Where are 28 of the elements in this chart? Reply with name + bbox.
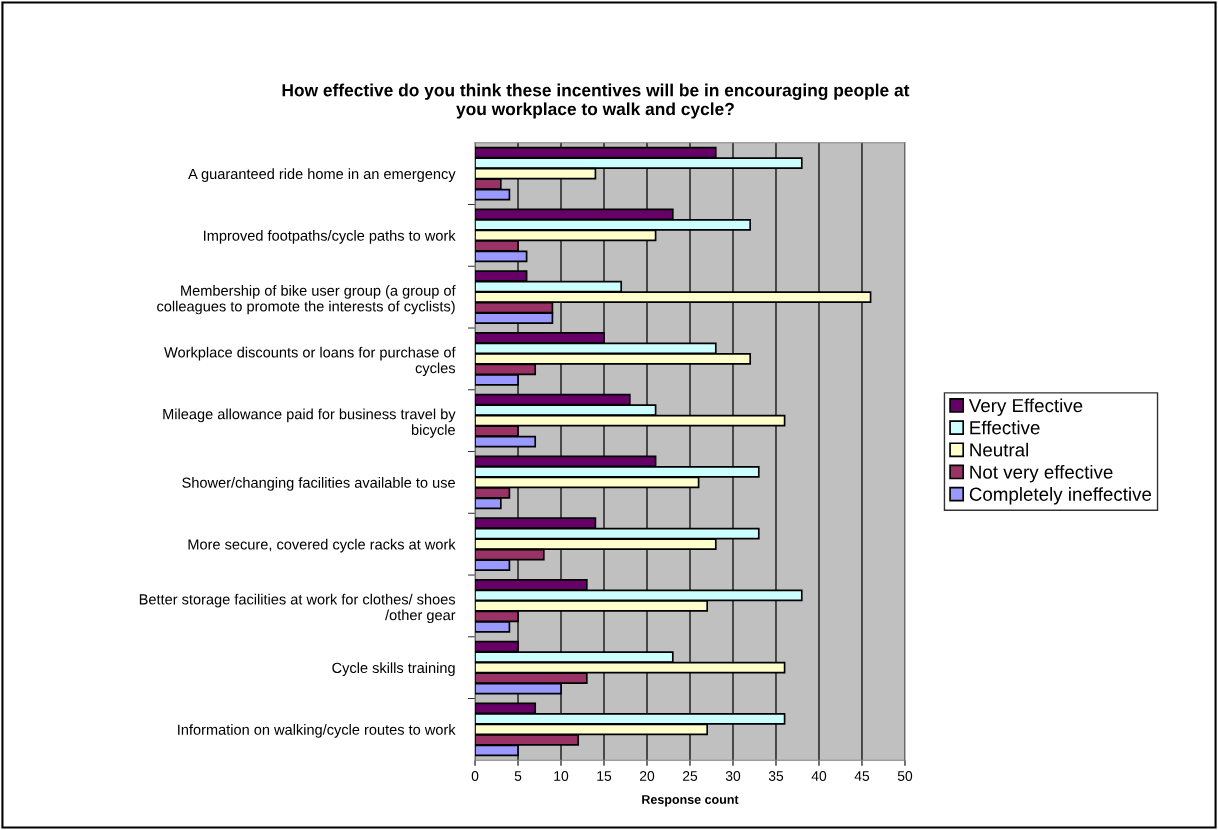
y-tick-label: Workplace discounts or loans for purchase of cycles xyxy=(164,346,456,377)
y-tick-label: More secure, covered cycle racks at work xyxy=(188,538,456,553)
x-tick-label: 0 xyxy=(471,771,479,781)
legend-label: Very Effective xyxy=(968,398,1083,416)
x-tick-label: 35 xyxy=(768,771,784,781)
y-tick-label: Improved footpaths/cycle paths to work xyxy=(204,230,456,244)
y-tick-label: Better storage facilities at work for clothes/ shoes /other gear xyxy=(139,593,456,624)
x-tick-label: 20 xyxy=(639,771,655,781)
y-tick-label: A guaranteed ride home in an emergency xyxy=(188,168,456,182)
y-tick-label: Membership of bike user group (a group of colleagues to promote the interests of cyclists) xyxy=(157,285,456,315)
x-tick-label: 30 xyxy=(725,771,741,781)
x-tick-label: 10 xyxy=(554,771,569,781)
x-tick-label: 45 xyxy=(854,771,870,781)
legend-label: Neutral xyxy=(970,442,1029,457)
legend-label: Effective xyxy=(970,420,1040,435)
chart-title: How effective do you think these incentives will be in encouraging people at you workplace to walk and cycle? xyxy=(282,83,910,119)
legend-label: Not very effective xyxy=(970,464,1113,483)
x-tick-label: 40 xyxy=(811,771,827,781)
x-tick-label: 25 xyxy=(682,771,698,781)
y-tick-label: Mileage allowance paid for business travel by bicycle xyxy=(163,408,456,438)
x-tick-label: 5 xyxy=(514,771,522,781)
x-tick-label: 15 xyxy=(597,771,612,781)
x-axis-title: Response count xyxy=(642,795,739,807)
x-tick-label: 50 xyxy=(897,771,913,781)
y-tick-label: Shower/changing facilities available to use xyxy=(182,477,455,491)
legend-label: Completely ineffective xyxy=(969,487,1152,505)
y-tick-label: Cycle skills training xyxy=(332,662,455,676)
y-tick-label: Information on walking/cycle routes to work xyxy=(178,724,456,738)
